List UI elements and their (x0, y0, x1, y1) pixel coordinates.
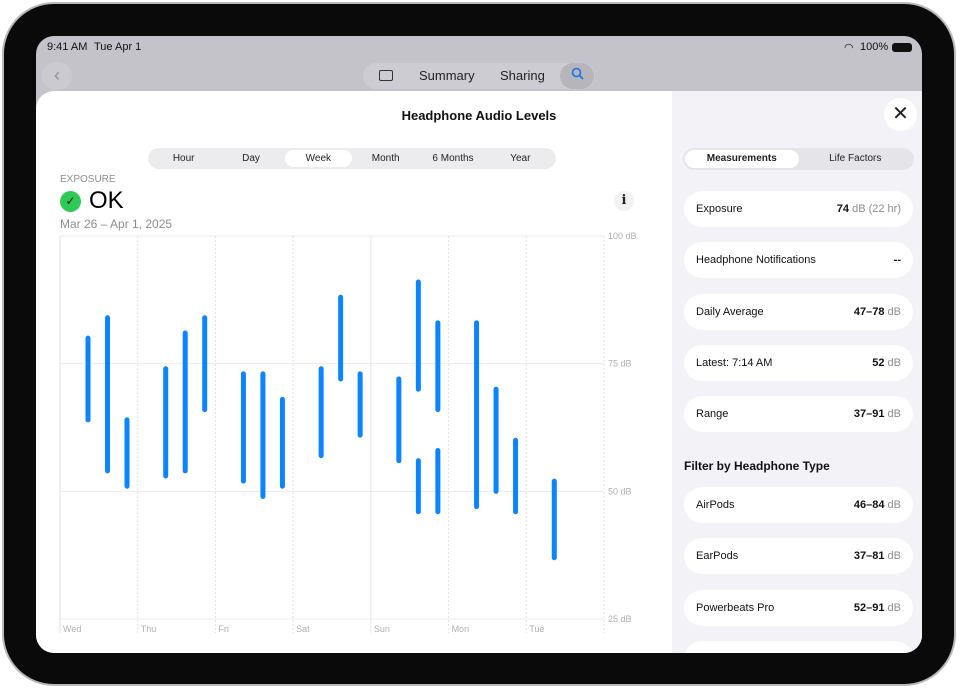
row-value: 47–78 dB (854, 306, 901, 318)
status-time: 9:41 AM (47, 41, 88, 53)
close-button[interactable]: ✕ (884, 98, 917, 131)
row-value: 74 dB (22 hr) (837, 203, 901, 215)
row-label: Headphone Notifications (696, 254, 816, 267)
value: 74 (836, 203, 850, 215)
close-icon: ✕ (892, 103, 909, 125)
row-label: Latest: 7:14 AM (696, 356, 773, 369)
filter-row[interactable]: Powerbeats Pro 52–91 dB (684, 589, 913, 626)
x-tick-label: Tue (529, 624, 544, 634)
back-button[interactable]: ‹ (42, 62, 72, 90)
row-label: Exposure (696, 203, 743, 215)
unit: dB (884, 601, 901, 614)
status-text: OK (89, 187, 124, 214)
list-item-partial[interactable] (684, 641, 913, 653)
filter-header: Filter by Headphone Type (684, 459, 830, 473)
x-tick-label: Sun (374, 624, 390, 634)
info-button[interactable]: i (614, 191, 634, 211)
exposure-status: ✓ OK (60, 187, 124, 215)
sheet-title: Headphone Audio Levels (401, 108, 557, 123)
row-value: -- (894, 254, 901, 266)
x-tick-label: Wed (63, 624, 81, 634)
battery-level: 100% (860, 41, 889, 53)
measurement-row[interactable]: Headphone Notifications -- (684, 242, 913, 279)
range-picker: Hour Day Week Month 6 Months Year (148, 148, 556, 169)
row-value: 52 dB (872, 357, 901, 369)
date-range: Mar 26 – Apr 1, 2025 (60, 217, 173, 231)
range-6-months[interactable]: 6 Months (432, 153, 474, 164)
row-value: 37–91 dB (854, 408, 901, 420)
measurement-row[interactable]: Latest: 7:14 AM 52 dB (684, 344, 913, 381)
measurement-row[interactable]: Daily Average 47–78 dB (684, 293, 913, 330)
exposure-label: EXPOSURE (60, 174, 116, 185)
search-icon (571, 67, 584, 80)
sidebar-icon[interactable] (379, 70, 393, 81)
x-tick-label: Sat (296, 624, 310, 634)
battery-icon (892, 43, 912, 52)
unit: dB (884, 356, 901, 369)
unit: dB (884, 408, 901, 421)
row-label: EarPods (696, 550, 739, 563)
range-hour[interactable]: Hour (172, 153, 195, 164)
value: 46–84 (853, 499, 885, 511)
status-date: Tue Apr 1 (94, 41, 142, 53)
y-tick-label: 75 dB (608, 359, 632, 369)
measurement-row[interactable]: Exposure 74 dB (22 hr) (684, 191, 913, 227)
checkmark-icon: ✓ (60, 190, 81, 212)
range-year[interactable]: Year (510, 153, 531, 164)
value: 47–78 (853, 305, 885, 318)
range-day[interactable]: Day (242, 153, 260, 164)
chart: 100 dB 75 dB 50 dB 25 dB Wed Thu Fri Sat Sun Mon T… (59, 231, 637, 634)
value: -- (893, 254, 901, 267)
wifi-icon: ◠ (844, 42, 854, 54)
chevron-left-icon: ‹ (54, 65, 60, 85)
unit: dB (22 hr) (849, 203, 901, 215)
row-value: 52–91 dB (854, 602, 901, 614)
unit: dB (884, 305, 901, 318)
row-label: Range (696, 408, 729, 421)
y-tick-label: 50 dB (608, 486, 632, 496)
row-label: Powerbeats Pro (696, 601, 775, 614)
range-month[interactable]: Month (371, 153, 400, 164)
row-label: AirPods (696, 499, 735, 511)
screen: 9:41 AM Tue Apr 1 ◠ 100% ‹ Summary Shari… (36, 36, 922, 653)
value: 37–91 (853, 408, 885, 421)
row-value: 46–84 dB (854, 499, 901, 511)
tab-sharing[interactable]: Sharing (500, 68, 545, 83)
nav-bar (363, 63, 595, 89)
filter-row[interactable]: AirPods 46–84 dB (684, 487, 913, 523)
tab-life-factors[interactable]: Life Factors (829, 153, 882, 164)
value: 37–81 (853, 550, 885, 563)
tab-summary[interactable]: Summary (419, 68, 475, 83)
value: 52 (872, 356, 885, 369)
tab-measurements[interactable]: Measurements (685, 150, 799, 168)
x-tick-label: Mon (452, 624, 470, 634)
info-icon: i (621, 193, 627, 208)
filter-row[interactable]: EarPods 37–81 dB (684, 538, 913, 575)
row-value: 37–81 dB (854, 550, 901, 562)
x-tick-label: Thu (141, 624, 157, 634)
unit: dB (884, 550, 901, 563)
y-tick-label: 25 dB (608, 614, 632, 624)
x-tick-label: Fri (218, 624, 229, 634)
range-week[interactable]: Week (284, 150, 352, 167)
y-tick-label: 100 dB (608, 231, 637, 241)
panel-tabs: Measurements Life Factors (683, 148, 914, 170)
search-button[interactable] (560, 63, 594, 89)
row-label: Daily Average (696, 305, 764, 318)
value: 52–91 (853, 601, 885, 614)
unit: dB (884, 499, 901, 511)
measurement-row[interactable]: Range 37–91 dB (684, 396, 913, 433)
